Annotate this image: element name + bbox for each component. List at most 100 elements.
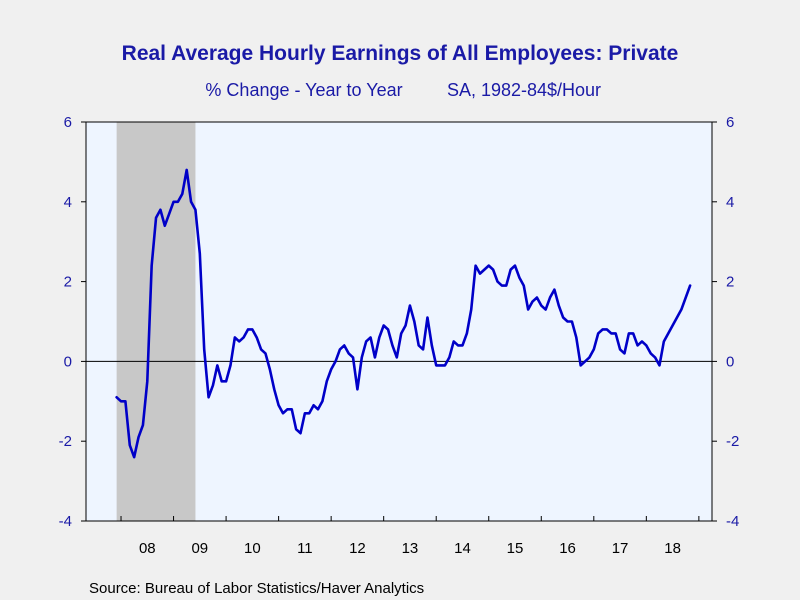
data-point (142, 424, 144, 427)
x-tick-label: 14 (454, 540, 471, 557)
data-point (509, 268, 512, 271)
data-point (115, 396, 118, 399)
y-tick-label-right: 2 (726, 274, 734, 291)
data-point (452, 340, 455, 343)
data-point (684, 296, 687, 299)
data-point (667, 332, 670, 335)
data-point (527, 308, 530, 311)
data-point (229, 364, 232, 367)
data-point (347, 352, 350, 355)
source-note: Source: Bureau of Labor Statistics/Haver… (89, 580, 424, 597)
data-point (474, 264, 477, 267)
x-tick-label: 15 (507, 540, 524, 557)
data-point (339, 348, 341, 351)
data-point (382, 324, 385, 327)
data-point (658, 364, 661, 367)
data-point (369, 336, 372, 339)
data-point (378, 336, 381, 339)
data-point (430, 344, 433, 347)
data-point (636, 344, 639, 347)
data-point (518, 276, 521, 279)
data-point (676, 316, 678, 319)
data-point (426, 316, 429, 319)
x-tick-label: 08 (139, 540, 156, 557)
data-point (689, 284, 692, 287)
data-point (641, 340, 643, 343)
y-tick-label-right: 6 (726, 114, 734, 131)
data-point (444, 364, 446, 367)
data-point (649, 352, 652, 355)
data-point (185, 168, 188, 171)
data-point (286, 408, 289, 411)
data-point (290, 408, 293, 411)
y-axis-ticks: 6 6 4 4 2 2 0 0 -2 -2 -4 -4 (59, 114, 740, 530)
data-point (365, 340, 368, 343)
data-point (133, 456, 136, 459)
data-point (220, 380, 223, 383)
data-point (465, 332, 468, 335)
data-point (487, 264, 490, 267)
data-point (553, 288, 556, 291)
x-tick-label: 11 (297, 540, 313, 557)
data-point (330, 368, 333, 371)
y-tick-label-right: -4 (726, 513, 739, 530)
data-point (531, 300, 534, 303)
data-point (645, 344, 648, 347)
data-point (619, 348, 621, 351)
data-point (146, 380, 149, 383)
data-point (190, 200, 192, 203)
data-point (579, 364, 582, 367)
data-point (128, 444, 131, 447)
data-point (163, 224, 166, 227)
x-tick-label: 10 (244, 540, 261, 557)
data-point (514, 264, 516, 267)
data-point (242, 336, 245, 339)
data-point (662, 340, 665, 343)
data-point (557, 304, 560, 307)
y-tick-label-right: -2 (726, 433, 739, 450)
y-tick-label-left: 2 (64, 274, 72, 291)
data-point (588, 356, 591, 359)
data-point (671, 324, 674, 327)
data-point (500, 284, 503, 287)
data-point (535, 296, 538, 299)
data-point (404, 324, 407, 327)
data-point (356, 388, 359, 391)
x-tick-label: 17 (612, 540, 629, 557)
data-point (216, 364, 219, 367)
chart-subtitle-right: SA, 1982-84$/Hour (447, 80, 601, 100)
data-point (317, 408, 319, 411)
data-point (321, 400, 324, 403)
data-point (308, 412, 311, 415)
data-point (496, 280, 499, 283)
data-point (654, 356, 656, 359)
data-point (352, 356, 354, 359)
data-point (268, 368, 271, 371)
data-point (255, 336, 258, 339)
data-point (680, 308, 683, 311)
data-point (566, 320, 569, 323)
data-point (282, 412, 284, 415)
data-point (120, 400, 122, 403)
x-tick-label: 13 (402, 540, 419, 557)
data-point (483, 268, 486, 271)
series-line (115, 168, 692, 459)
data-point (194, 208, 197, 211)
data-point (409, 304, 411, 307)
data-point (207, 396, 210, 399)
data-point (627, 332, 630, 335)
data-point (181, 192, 184, 195)
y-tick-label-left: 6 (64, 114, 72, 131)
data-point (479, 272, 481, 275)
y-tick-label-left: 0 (64, 353, 72, 370)
data-point (492, 268, 495, 271)
data-point (461, 344, 464, 347)
data-point (177, 200, 179, 203)
data-point (251, 328, 254, 331)
y-tick-label-left: 4 (64, 194, 72, 211)
data-point (247, 328, 249, 331)
data-point (273, 388, 276, 391)
data-point (343, 344, 346, 347)
data-point (413, 320, 416, 323)
